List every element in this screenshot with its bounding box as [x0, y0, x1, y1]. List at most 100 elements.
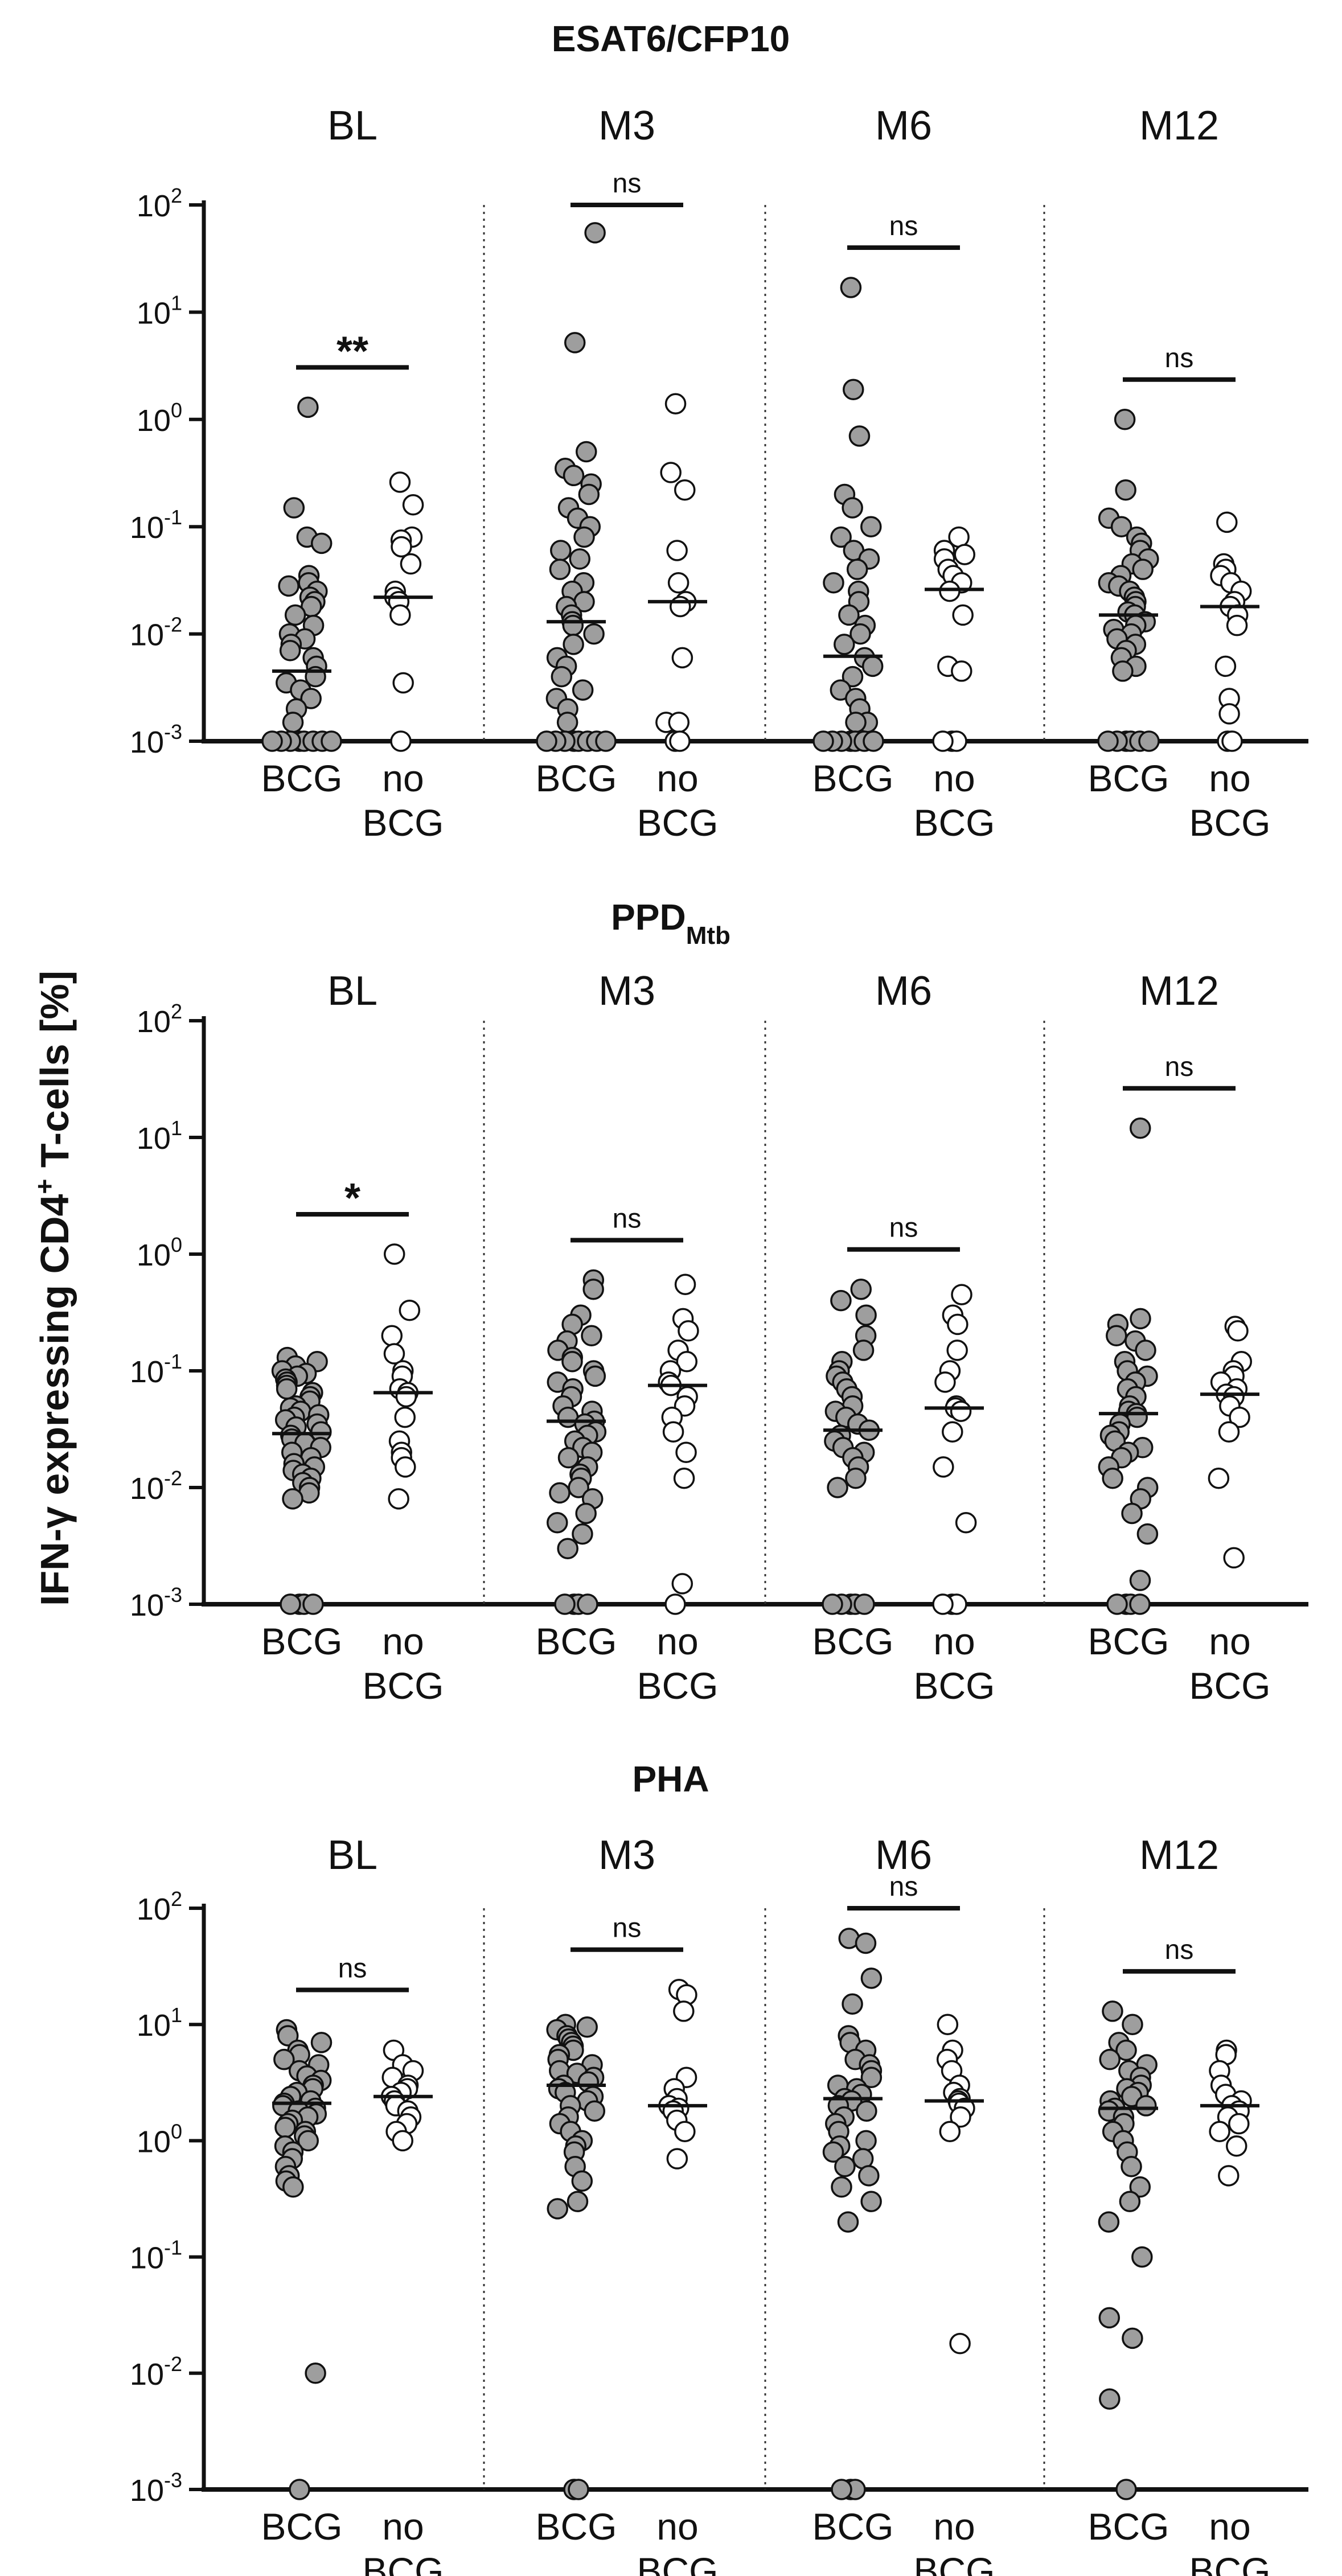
data-point-no-bcg — [402, 494, 424, 516]
y-axis-label-main: IFN-γ expressing CD4 — [32, 1194, 77, 1606]
data-point-no-bcg — [667, 572, 690, 594]
data-point-bcg — [823, 572, 844, 594]
data-point-no-bcg — [1226, 614, 1248, 636]
data-point-bcg — [573, 526, 595, 548]
data-point-bcg — [583, 623, 605, 645]
data-point-bcg — [551, 665, 573, 688]
data-point-no-bcg — [1209, 2121, 1230, 2142]
data-point-bcg — [840, 277, 862, 298]
x-label-bcg: BCG — [812, 757, 893, 799]
data-point-bcg — [1102, 1468, 1123, 1489]
y-tick-base: 10 — [130, 2357, 164, 2392]
y-tick-base: 10 — [137, 1005, 171, 1039]
data-point-bcg — [547, 2198, 568, 2220]
data-point-bcg — [297, 2130, 319, 2152]
data-point-bcg — [1106, 1325, 1127, 1347]
data-point-bcg — [852, 1340, 875, 1361]
data-point-bcg — [1129, 1570, 1151, 1591]
y-tick-exponent: -2 — [164, 2352, 182, 2376]
data-point-bcg — [549, 1482, 571, 1504]
data-point-bcg — [569, 548, 590, 570]
timepoint-label: M12 — [1139, 103, 1219, 149]
panel-title-main: PPD — [611, 897, 686, 938]
data-point-bcg — [1115, 2039, 1137, 2061]
data-point-bcg — [557, 1447, 580, 1469]
data-point-bcg — [831, 2176, 852, 2198]
y-tick-label: 102 — [137, 1000, 182, 1039]
y-tick-exponent: -1 — [164, 506, 182, 529]
data-point-bcg — [557, 1538, 578, 1559]
data-point-bcg — [855, 2130, 877, 2152]
data-point-bcg — [577, 1593, 598, 1615]
y-tick-base: 10 — [137, 1892, 171, 1926]
data-point-no-bcg — [1218, 2165, 1240, 2187]
data-point-bcg — [575, 1502, 597, 1525]
data-point-bcg — [1132, 558, 1154, 580]
data-point-bcg — [1122, 2014, 1143, 2035]
data-point-no-bcg — [1227, 1320, 1249, 1342]
data-point-bcg — [289, 2479, 310, 2500]
data-point-no-bcg — [399, 1299, 421, 1321]
data-point-no-bcg — [946, 1340, 968, 1361]
x-label-no-bcg-line2: BCG — [637, 2550, 718, 2576]
data-point-bcg — [1119, 2191, 1141, 2212]
x-label-no-bcg-line1: no — [656, 2505, 698, 2548]
data-point-bcg — [261, 730, 283, 752]
x-label-no-bcg-line2: BCG — [913, 802, 995, 844]
x-label-no-bcg-line2: BCG — [1189, 1665, 1270, 1707]
x-label-no-bcg-line2: BCG — [362, 1665, 444, 1707]
y-tick-label: 10-2 — [130, 1466, 182, 1506]
data-point-bcg — [581, 1325, 602, 1347]
x-label-bcg: BCG — [1087, 757, 1169, 799]
data-point-bcg — [554, 1593, 576, 1615]
x-label-bcg: BCG — [535, 757, 617, 799]
data-point-bcg — [567, 2191, 589, 2212]
y-tick-exponent: -2 — [164, 613, 182, 636]
data-point-no-bcg — [669, 730, 691, 752]
y-axis-label-sup: + — [30, 1179, 59, 1194]
data-point-no-bcg — [951, 660, 972, 682]
y-tick-exponent: -3 — [164, 1583, 182, 1607]
data-point-no-bcg — [383, 1343, 405, 1365]
data-point-bcg — [274, 2117, 296, 2138]
x-label-bcg: BCG — [261, 2505, 342, 2548]
data-point-no-bcg — [939, 2121, 961, 2142]
significance-label: ns — [613, 169, 642, 199]
data-point-no-bcg — [400, 553, 422, 575]
x-label-no-bcg-line2: BCG — [913, 2550, 995, 2576]
data-point-no-bcg — [934, 1371, 956, 1393]
data-point-bcg — [860, 516, 882, 537]
data-point-bcg — [283, 497, 305, 519]
x-label-no-bcg-line2: BCG — [1189, 802, 1270, 844]
data-point-bcg — [547, 1511, 568, 1534]
panel-title: PHA — [632, 1759, 709, 1799]
timepoint-label: BL — [327, 1833, 377, 1878]
data-point-bcg — [842, 497, 863, 519]
data-point-bcg — [282, 2176, 304, 2198]
data-point-no-bcg — [1214, 655, 1237, 677]
data-point-bcg — [572, 679, 594, 701]
data-point-no-bcg — [1221, 730, 1243, 752]
data-point-bcg — [300, 688, 322, 709]
data-point-bcg — [310, 532, 333, 554]
data-point-bcg — [834, 2155, 856, 2178]
x-label-no-bcg-line1: no — [382, 2505, 424, 2548]
y-tick-base: 10 — [137, 296, 171, 330]
data-point-no-bcg — [949, 2332, 971, 2355]
y-tick-base: 10 — [130, 511, 164, 545]
data-point-no-bcg — [670, 595, 691, 618]
data-point-bcg — [305, 2363, 326, 2384]
data-point-no-bcg — [1228, 2113, 1250, 2135]
significance-label: ns — [889, 211, 918, 241]
data-point-bcg — [838, 604, 860, 626]
data-point-bcg — [842, 1993, 863, 2015]
x-label-no-bcg-line1: no — [656, 757, 698, 799]
y-tick-exponent: 0 — [171, 2119, 182, 2143]
y-tick-base: 10 — [130, 1588, 164, 1622]
x-label-no-bcg-line2: BCG — [1189, 2550, 1270, 2576]
data-point-no-bcg — [1218, 703, 1240, 725]
y-axis-label: IFN-γ expressing CD4+ T-cells [%] — [30, 971, 77, 1606]
data-point-bcg — [837, 2211, 859, 2233]
data-point-bcg — [830, 526, 852, 548]
